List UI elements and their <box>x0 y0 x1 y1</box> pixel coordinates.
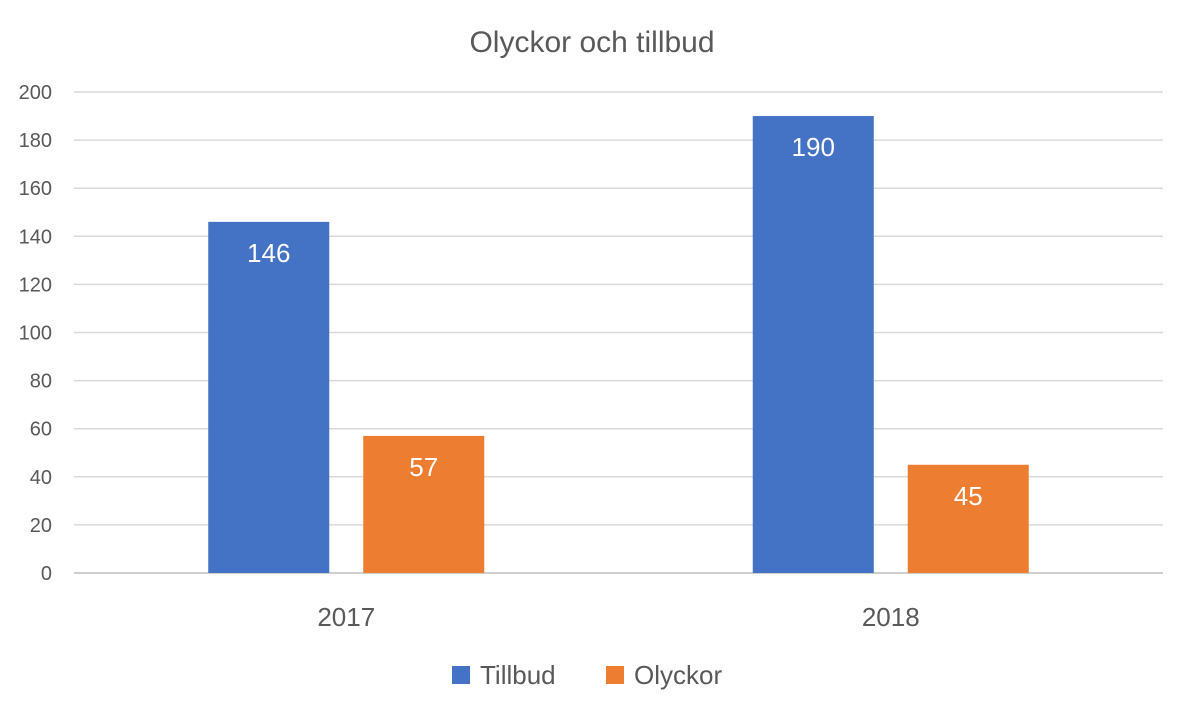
x-tick-label: 2017 <box>317 602 375 632</box>
y-tick-label: 140 <box>19 226 52 248</box>
legend: Tillbud Olyckor <box>452 660 722 690</box>
y-tick-label: 40 <box>30 467 52 489</box>
chart-title: Olyckor och tillbud <box>469 26 714 59</box>
data-label: 190 <box>792 132 835 162</box>
y-tick-label: 200 <box>19 82 52 104</box>
y-tick-label: 100 <box>19 323 52 345</box>
data-label: 146 <box>247 238 290 268</box>
legend-swatch-olyckor <box>606 666 624 684</box>
y-tick-label: 120 <box>19 274 52 296</box>
x-axis-ticks: 2017 2018 <box>317 602 919 632</box>
x-tick-label: 2018 <box>862 602 920 632</box>
y-tick-label: 20 <box>30 515 52 537</box>
legend-label-olyckor: Olyckor <box>634 660 722 690</box>
bar-tillbud-2017 <box>208 221 330 573</box>
y-tick-label: 0 <box>41 563 52 585</box>
legend-swatch-tillbud <box>452 666 470 684</box>
y-tick-label: 160 <box>19 178 52 200</box>
y-tick-label: 80 <box>30 371 52 393</box>
y-tick-label: 60 <box>30 419 52 441</box>
data-label: 45 <box>954 481 983 511</box>
legend-label-tillbud: Tillbud <box>480 660 556 690</box>
bar-olyckor-2017 <box>363 435 485 573</box>
bar-olyckor-2018 <box>907 464 1029 573</box>
bar-tillbud-2018 <box>752 116 874 574</box>
data-label: 57 <box>409 452 438 482</box>
bars: 146 57 190 45 <box>208 116 1029 574</box>
y-axis-ticks: 0 20 40 60 80 100 120 140 160 180 200 <box>19 82 52 585</box>
y-tick-label: 180 <box>19 130 52 152</box>
